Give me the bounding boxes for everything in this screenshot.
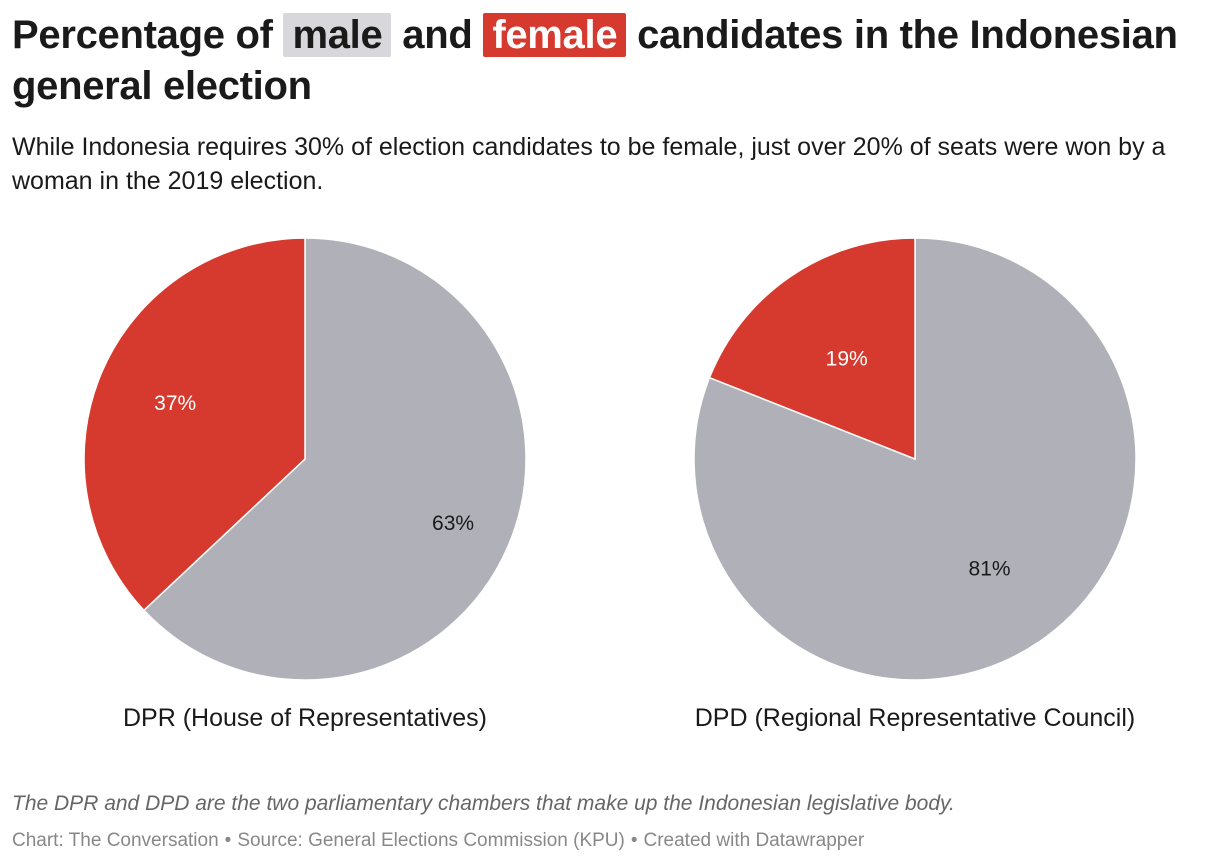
created-with: Created with Datawrapper	[643, 830, 865, 851]
chart-subtitle: While Indonesia requires 30% of election…	[12, 133, 1166, 195]
source-credit: Source: General Elections Commission (KP…	[237, 830, 625, 851]
credits-line: Chart: The Conversation • Source: General …	[12, 830, 864, 852]
separator-dot: •	[224, 830, 232, 851]
title-and: and	[402, 13, 473, 57]
slice-label-female: 37%	[154, 392, 196, 415]
footnote: The DPR and DPD are the two parliamentar…	[12, 792, 955, 815]
pie-slice-female	[83, 237, 306, 612]
pie-slice-female	[708, 237, 916, 461]
slice-label-male: 81%	[969, 558, 1011, 581]
title-male-highlight: male	[283, 13, 392, 57]
pie-slice-male	[142, 237, 527, 681]
pie-caption: DPD (Regional Representative Council)	[695, 704, 1135, 732]
slice-label-male: 63%	[432, 512, 474, 535]
title-part2: candidates in the Indonesian general ele…	[12, 13, 1178, 108]
slice-label-female: 19%	[826, 347, 868, 370]
separator-dot: •	[630, 830, 638, 851]
pie-caption: DPR (House of Representatives)	[123, 704, 487, 732]
chart-credit: Chart: The Conversation	[12, 830, 219, 851]
title-female-highlight: female	[483, 13, 627, 57]
title-part1: Percentage of	[12, 13, 273, 57]
chart-title: Percentage of male and female candidates…	[12, 10, 1202, 112]
